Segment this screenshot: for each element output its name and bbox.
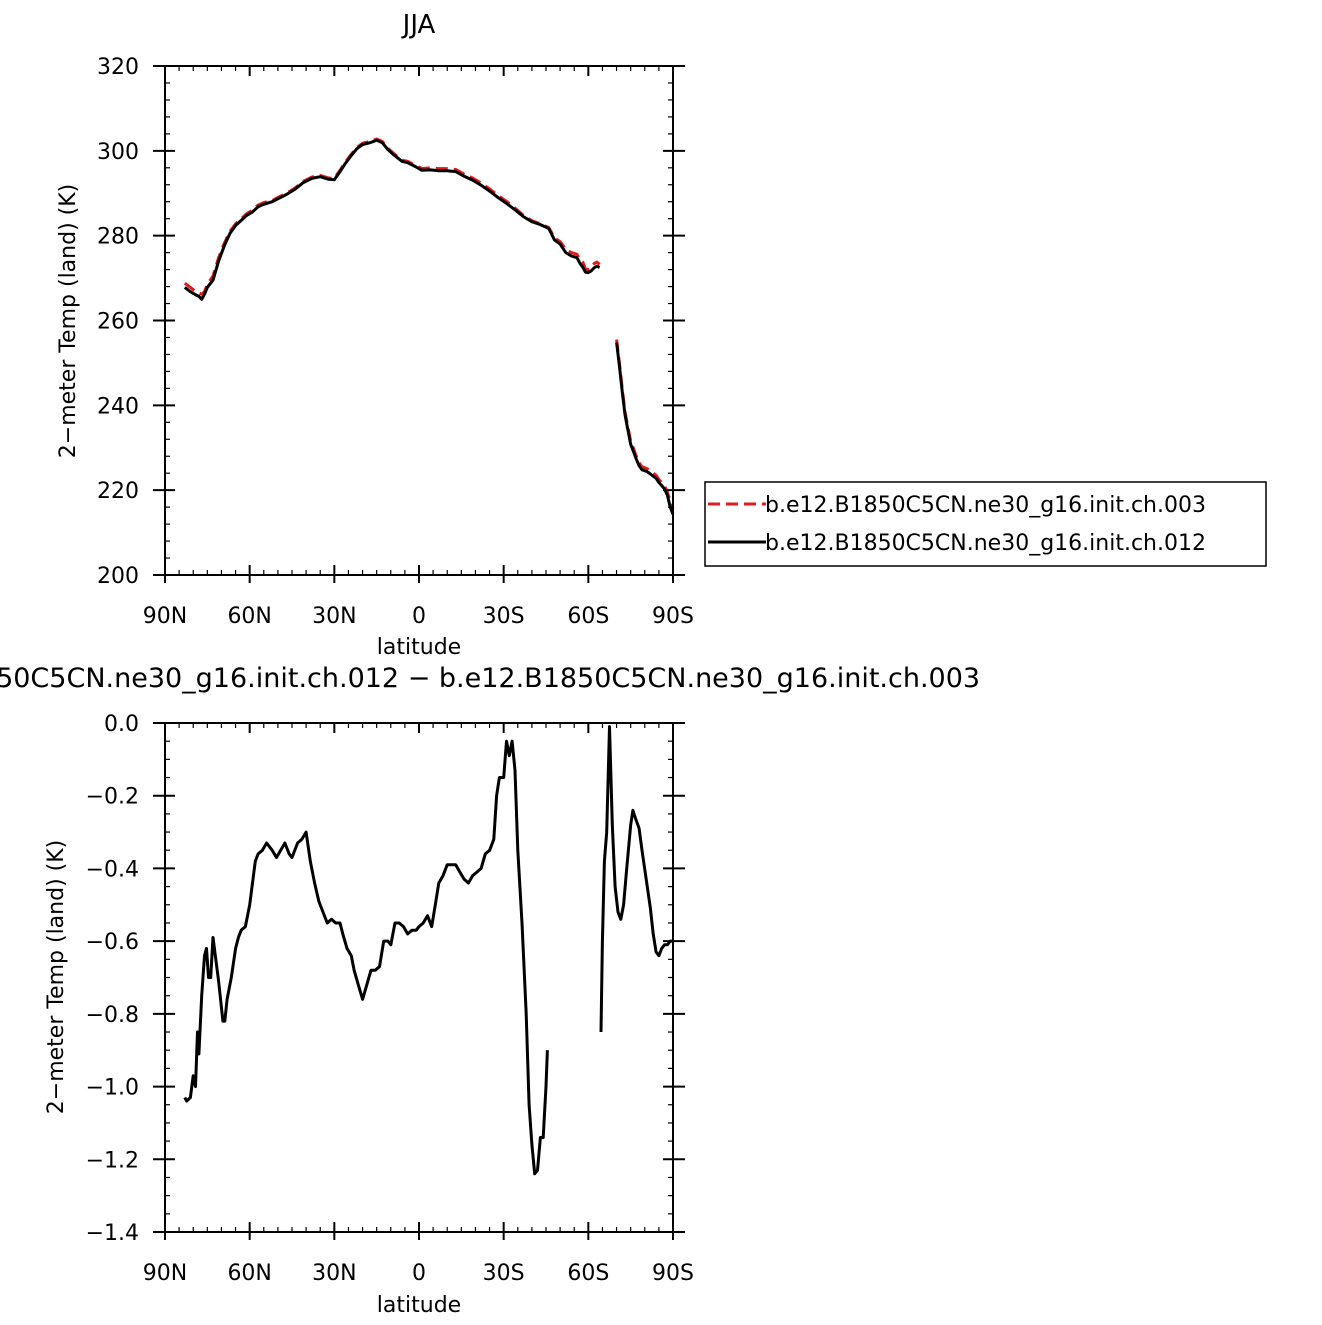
top-y-tick-label: 200	[97, 564, 139, 589]
bottom-x-tick-label: 30N	[312, 1261, 356, 1286]
bottom-x-tick-label: 60S	[567, 1261, 609, 1286]
bottom-y-tick-label: −1.4	[86, 1221, 139, 1246]
bottom-y-tick-label: −0.2	[86, 785, 139, 810]
top-series-1-line-segment-0	[183, 138, 601, 301]
bottom-y-tick-label: −1.2	[86, 1148, 139, 1173]
bottom-x-tick-label: 90N	[143, 1261, 187, 1286]
legend: b.e12.B1850C5CN.ne30_g16.init.ch.003 b.e…	[704, 481, 1267, 567]
top-y-tick-label: 220	[97, 479, 139, 504]
top-x-tick-label: 90N	[143, 604, 187, 629]
top-x-tick-label: 0	[412, 604, 426, 629]
top-x-tick-label: 30N	[312, 604, 356, 629]
bottom-x-tick-label: 0	[412, 1261, 426, 1286]
legend-item-012: b.e12.B1850C5CN.ne30_g16.init.ch.012	[708, 531, 1206, 556]
bottom-y-tick-label: −1.0	[86, 1076, 139, 1101]
top-panel: JJA 90N 60N 30N 0 30S 60S 90S 200 220 240 260 280 30…	[56, 10, 694, 660]
bottom-x-tick-label: 90S	[652, 1261, 694, 1286]
legend-label-012: b.e12.B1850C5CN.ne30_g16.init.ch.012	[765, 531, 1206, 556]
top-y-tick-label: 280	[97, 225, 139, 250]
top-tick-layer: 90N 60N 30N 0 30S 60S 90S 200 220 240 260 280 300 320	[97, 55, 694, 629]
top-y-tick-label: 320	[97, 55, 139, 80]
top-y-tick-label: 240	[97, 394, 139, 419]
bottom-y-axis-label: 2−meter Temp (land) (K)	[44, 840, 69, 1114]
top-y-tick-label: 300	[97, 140, 139, 165]
top-x-tick-label: 90S	[652, 604, 694, 629]
bottom-x-tick-label: 30S	[483, 1261, 525, 1286]
legend-item-003: b.e12.B1850C5CN.ne30_g16.init.ch.003	[708, 493, 1206, 518]
bottom-series-layer	[183, 725, 673, 1176]
top-x-axis-label: latitude	[377, 635, 461, 660]
top-series-layer	[183, 137, 675, 515]
bottom-plot-frame	[164, 722, 674, 1233]
top-series-0-line-segment-1	[615, 339, 675, 510]
bottom-panel: b.e12.B1850C5CN.ne30_g16.init.ch.012 − b…	[0, 663, 980, 1318]
bottom-x-axis-label: latitude	[377, 1293, 461, 1318]
top-plot-frame	[164, 65, 674, 576]
legend-box	[704, 481, 1267, 567]
bottom-y-tick-label: 0.0	[104, 712, 139, 737]
bottom-chart-title: b.e12.B1850C5CN.ne30_g16.init.ch.012 − b…	[0, 663, 980, 694]
bottom-series-0-line-segment-0	[183, 739, 549, 1176]
bottom-y-tick-label: −0.4	[86, 857, 139, 882]
bottom-y-tick-label: −0.8	[86, 1003, 139, 1028]
top-x-tick-label: 60N	[227, 604, 271, 629]
bottom-y-tick-label: −0.6	[86, 930, 139, 955]
top-y-tick-label: 260	[97, 310, 139, 335]
bottom-series-0-line-segment-1	[599, 725, 673, 1033]
top-series-1-line-segment-1	[615, 342, 675, 515]
bottom-x-tick-label: 60N	[227, 1261, 271, 1286]
top-x-tick-label: 60S	[567, 604, 609, 629]
top-x-tick-label: 30S	[483, 604, 525, 629]
top-chart-title: JJA	[401, 10, 436, 40]
top-y-axis-label: 2−meter Temp (land) (K)	[56, 184, 81, 458]
legend-label-003: b.e12.B1850C5CN.ne30_g16.init.ch.003	[765, 493, 1206, 518]
